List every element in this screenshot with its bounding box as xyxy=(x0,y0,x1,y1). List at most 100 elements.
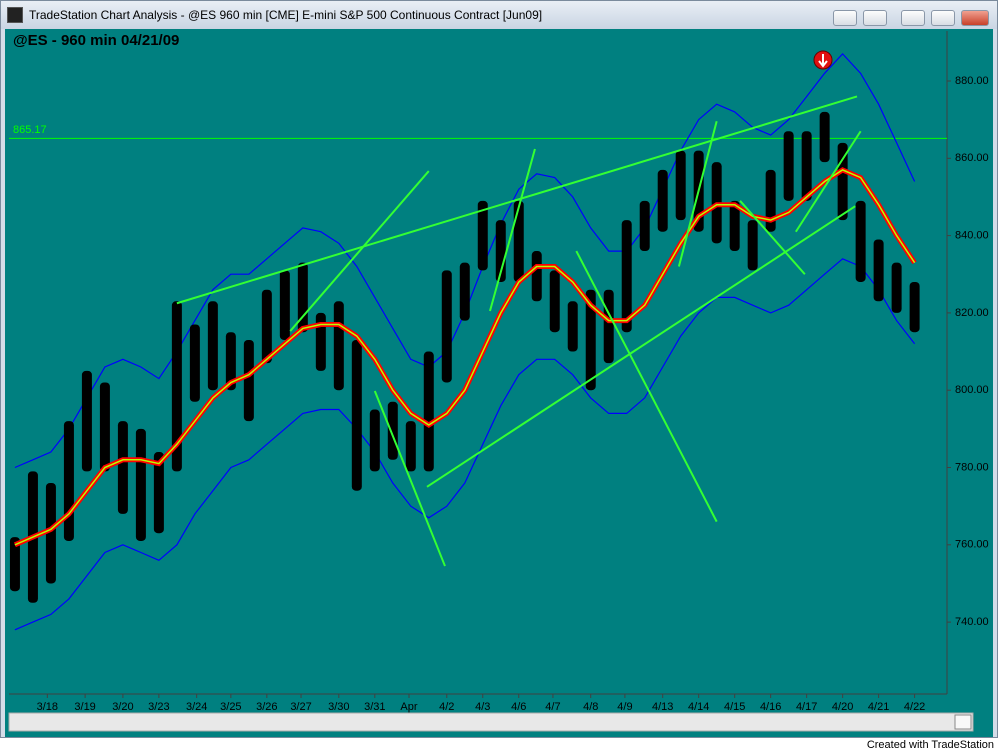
price-bar xyxy=(855,200,866,282)
x-tick-label: 4/22 xyxy=(904,701,925,713)
y-tick-label: 820.00 xyxy=(955,307,989,319)
price-bar xyxy=(603,289,614,364)
maximize-button[interactable] xyxy=(931,10,955,26)
price-bar xyxy=(153,452,164,534)
y-tick-label: 760.00 xyxy=(955,539,989,551)
price-bar xyxy=(765,169,776,232)
price-bar xyxy=(441,270,452,383)
x-tick-label: 4/14 xyxy=(688,701,709,713)
chart-background xyxy=(5,29,993,737)
price-bar xyxy=(621,220,632,333)
price-bar xyxy=(333,301,344,391)
trendline xyxy=(739,200,806,275)
price-bar xyxy=(423,351,434,472)
price-bar xyxy=(351,339,362,491)
x-tick-label: Apr xyxy=(400,701,417,713)
scrollbar[interactable] xyxy=(8,712,974,732)
chart: @ES - 960 min 04/21/09 740.00 760.00 780.0… xyxy=(5,29,993,737)
price-bar xyxy=(261,289,272,364)
price-bar xyxy=(369,409,380,472)
price-bar xyxy=(9,537,20,592)
x-tick-label: 3/18 xyxy=(37,701,58,713)
x-tick-label: 3/20 xyxy=(112,701,133,713)
window-title: TradeStation Chart Analysis - @ES 960 mi… xyxy=(29,8,543,22)
x-tick-label: 3/27 xyxy=(290,701,311,713)
price-bar xyxy=(63,421,74,541)
price-bar xyxy=(657,169,668,232)
x-tick-label: 4/16 xyxy=(760,701,781,713)
price-bar xyxy=(585,289,596,391)
price-bar xyxy=(819,111,830,163)
x-tick-label: 3/24 xyxy=(186,701,207,713)
trendline xyxy=(289,170,430,332)
x-tick-label: 3/31 xyxy=(364,701,385,713)
price-bar xyxy=(747,220,758,271)
y-tick-label: 740.00 xyxy=(955,616,989,628)
price-bar xyxy=(189,324,200,402)
price-bar xyxy=(801,131,812,201)
price-bar xyxy=(315,312,326,371)
x-tick-label: 4/21 xyxy=(868,701,889,713)
x-tick-label: 3/30 xyxy=(328,701,349,713)
x-tick-label: 4/2 xyxy=(439,701,454,713)
trendline xyxy=(677,120,718,267)
app-icon xyxy=(7,7,23,23)
x-tick-label: 3/26 xyxy=(256,701,277,713)
x-tick-label: 4/3 xyxy=(475,701,490,713)
chart-title: @ES - 960 min 04/21/09 xyxy=(13,32,179,49)
x-tick-label: 3/25 xyxy=(220,701,241,713)
price-bar xyxy=(531,251,542,302)
x-tick-label: 4/6 xyxy=(511,701,526,713)
y-tick-label: 800.00 xyxy=(955,384,989,396)
x-tick-label: 4/8 xyxy=(583,701,598,713)
insert-button[interactable] xyxy=(863,10,887,26)
price-bar xyxy=(549,270,560,333)
trendline xyxy=(373,390,446,567)
x-tick-label: 4/20 xyxy=(832,701,853,713)
sell-signal-arrow xyxy=(818,54,828,68)
price-bar xyxy=(405,421,416,472)
price-bar xyxy=(81,370,92,472)
y-tick-label: 780.00 xyxy=(955,461,989,473)
price-bar xyxy=(45,482,56,584)
price-bar xyxy=(891,262,902,313)
price-bar xyxy=(117,421,128,514)
y-tick-label: 880.00 xyxy=(955,75,989,87)
x-tick-label: 4/13 xyxy=(652,701,673,713)
footer-text: Created with TradeStation xyxy=(866,739,994,751)
close-button[interactable] xyxy=(961,10,989,26)
x-tick-label: 3/23 xyxy=(148,701,169,713)
trendline xyxy=(426,205,856,488)
price-bar xyxy=(459,262,470,321)
price-bar xyxy=(873,239,884,302)
price-bar xyxy=(225,332,236,391)
price-bar xyxy=(513,200,524,282)
level-label: 865.17 xyxy=(13,124,47,136)
price-bar xyxy=(783,131,794,201)
price-bar xyxy=(243,339,254,422)
y-tick-label: 840.00 xyxy=(955,230,989,242)
style-button[interactable] xyxy=(833,10,857,26)
y-tick-label: 860.00 xyxy=(955,152,989,164)
price-bar xyxy=(909,281,920,333)
price-bar xyxy=(207,301,218,391)
minimize-button[interactable] xyxy=(901,10,925,26)
price-bar xyxy=(387,401,398,460)
x-tick-label: 4/7 xyxy=(545,701,560,713)
trendline xyxy=(489,148,536,312)
price-bar xyxy=(171,301,182,472)
trendline xyxy=(795,130,862,233)
price-bar xyxy=(477,200,488,271)
price-bar xyxy=(675,150,686,221)
trendline xyxy=(176,95,858,305)
price-bar xyxy=(567,301,578,352)
scroll-thumb[interactable] xyxy=(954,714,972,730)
price-bar xyxy=(729,200,740,252)
title-bar: TradeStation Chart Analysis - @ES 960 mi… xyxy=(1,1,997,29)
x-tick-label: 4/15 xyxy=(724,701,745,713)
x-tick-label: 4/17 xyxy=(796,701,817,713)
price-bar xyxy=(135,428,146,541)
price-bar xyxy=(279,270,290,340)
band-line xyxy=(14,258,916,631)
